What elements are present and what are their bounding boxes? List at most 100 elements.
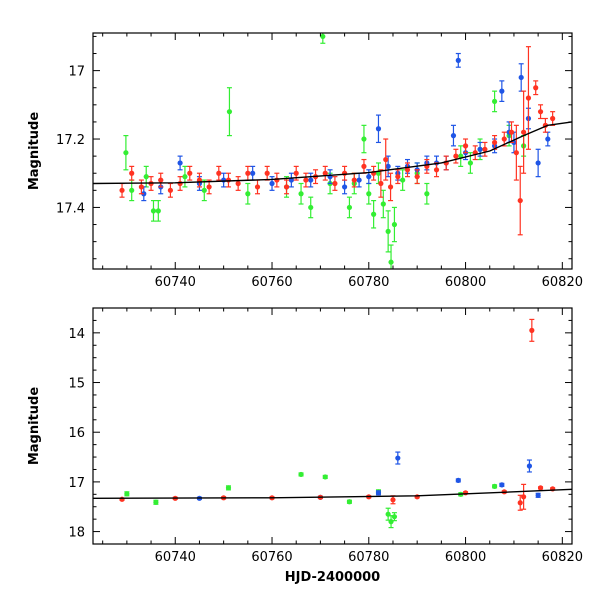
x-axis-label: HJD-2400000 bbox=[285, 570, 380, 585]
data-point bbox=[450, 124, 457, 147]
data-point bbox=[517, 165, 523, 236]
data-point bbox=[550, 111, 556, 126]
data-point bbox=[346, 196, 353, 219]
data-point bbox=[533, 80, 539, 96]
data-point bbox=[158, 172, 164, 188]
data-point bbox=[535, 148, 541, 178]
bottom-panel: 60740 60760 60780 60800 60820 14 15 16 17 18 Magni… bbox=[27, 307, 583, 585]
series-blue bbox=[196, 451, 541, 501]
data-point bbox=[216, 165, 222, 181]
data-point bbox=[391, 206, 398, 243]
data-point bbox=[225, 485, 232, 491]
y-tick-label: 17 bbox=[68, 476, 85, 491]
data-point bbox=[361, 158, 367, 174]
data-point bbox=[264, 165, 270, 181]
plot-area bbox=[93, 33, 572, 269]
data-point bbox=[153, 499, 159, 505]
y-tick-label: 17.2 bbox=[56, 133, 85, 148]
data-point bbox=[187, 165, 193, 181]
data-point bbox=[177, 176, 183, 191]
data-point bbox=[501, 131, 507, 147]
data-point bbox=[150, 199, 157, 222]
data-point bbox=[499, 482, 505, 488]
axes-frame bbox=[92, 32, 573, 270]
data-point bbox=[395, 451, 401, 465]
data-point bbox=[371, 199, 377, 229]
data-point bbox=[327, 169, 333, 185]
data-point bbox=[537, 485, 544, 491]
data-point bbox=[322, 474, 328, 480]
data-point bbox=[341, 165, 348, 181]
data-point bbox=[443, 155, 449, 171]
data-point bbox=[332, 176, 338, 191]
data-point bbox=[123, 135, 129, 171]
data-point bbox=[521, 90, 527, 174]
data-point bbox=[529, 318, 535, 342]
x-tick-label: 60800 bbox=[445, 550, 486, 565]
series-blue bbox=[141, 52, 551, 202]
data-point bbox=[385, 507, 391, 521]
data-point bbox=[119, 496, 125, 502]
x-tick-label: 60760 bbox=[251, 275, 292, 290]
data-point bbox=[225, 172, 232, 188]
x-tick-label: 60800 bbox=[445, 275, 486, 290]
data-point bbox=[462, 138, 469, 154]
y-axis-label: Magnitude bbox=[27, 112, 42, 191]
data-point bbox=[378, 169, 384, 198]
data-point bbox=[177, 155, 183, 171]
data-point bbox=[250, 165, 256, 181]
series-green bbox=[124, 471, 498, 529]
x-tick-label: 60820 bbox=[542, 550, 583, 565]
data-point bbox=[245, 165, 251, 181]
x-tick-label: 60780 bbox=[348, 550, 389, 565]
data-point bbox=[537, 104, 544, 120]
data-point bbox=[395, 169, 401, 185]
x-tick-label: 60760 bbox=[251, 550, 292, 565]
data-point bbox=[283, 179, 290, 195]
trend-curve bbox=[93, 488, 572, 499]
data-point bbox=[453, 148, 459, 164]
data-point bbox=[482, 141, 488, 157]
data-point bbox=[143, 165, 149, 188]
x-tick-label: 60780 bbox=[348, 275, 389, 290]
x-tick-label: 60740 bbox=[155, 275, 196, 290]
data-point bbox=[226, 87, 233, 137]
data-point bbox=[201, 179, 207, 202]
data-point bbox=[499, 80, 505, 103]
data-point bbox=[119, 182, 125, 198]
data-point bbox=[254, 179, 261, 195]
x-tick-label: 60740 bbox=[155, 550, 196, 565]
data-point bbox=[491, 483, 498, 489]
data-point bbox=[375, 490, 382, 496]
y-tick-label: 17 bbox=[68, 65, 85, 80]
data-point bbox=[341, 179, 348, 195]
data-point bbox=[455, 52, 461, 68]
data-point bbox=[404, 162, 411, 178]
data-point bbox=[458, 145, 464, 167]
data-point bbox=[535, 492, 541, 498]
data-point bbox=[390, 495, 396, 505]
data-point bbox=[472, 145, 478, 161]
data-point bbox=[298, 182, 304, 205]
series-red bbox=[119, 318, 556, 511]
trend-curve bbox=[93, 121, 572, 185]
data-point bbox=[361, 124, 367, 154]
data-point bbox=[366, 182, 372, 205]
data-point bbox=[124, 491, 130, 497]
series-red bbox=[119, 46, 556, 236]
data-point bbox=[245, 182, 251, 205]
y-tick-label: 16 bbox=[68, 426, 85, 441]
data-point bbox=[303, 172, 309, 188]
data-point bbox=[322, 165, 328, 181]
data-point bbox=[155, 199, 161, 222]
y-tick-label: 15 bbox=[68, 377, 85, 392]
data-point bbox=[385, 210, 391, 253]
y-tick-label: 18 bbox=[68, 526, 85, 541]
data-point bbox=[221, 495, 227, 501]
y-tick-label: 14 bbox=[68, 327, 85, 342]
top-panel: 60740 60760 60780 60800 60820 17 17.2 17.4 Magni… bbox=[27, 32, 583, 290]
data-point bbox=[206, 179, 212, 195]
data-point bbox=[320, 33, 326, 44]
data-point bbox=[356, 172, 362, 188]
